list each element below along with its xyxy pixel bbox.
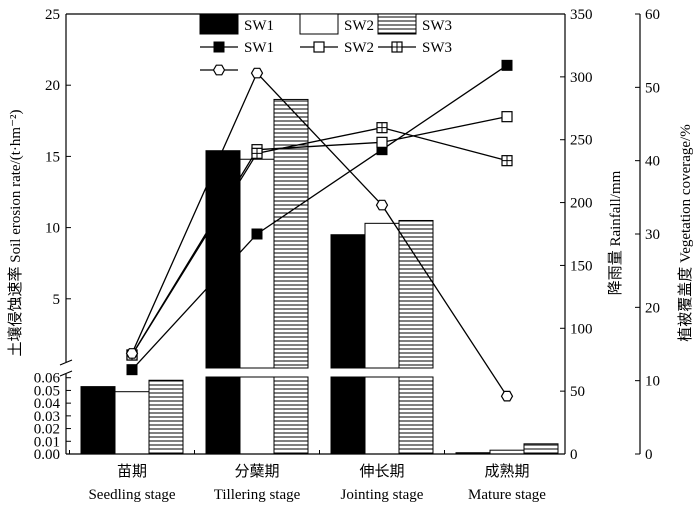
category-label-en-1: Tillering stage bbox=[214, 487, 301, 503]
coverage-tick-label-3: 30 bbox=[645, 227, 660, 243]
bar-sw3-2-lower bbox=[398, 376, 434, 455]
left-lower-tick-label-4: 0.04 bbox=[34, 396, 61, 412]
rainfall-tick-label-5: 250 bbox=[570, 133, 593, 149]
bar-sw3-3 bbox=[523, 443, 559, 455]
left-upper-tick-label-2: 15 bbox=[45, 149, 60, 165]
left-upper-tick-label-4: 25 bbox=[45, 7, 60, 23]
left-lower-tick-label-3: 0.03 bbox=[34, 409, 60, 425]
marker-sw3-1-cross bbox=[252, 148, 262, 159]
legend-bar-label-sw1: SW1 bbox=[244, 18, 274, 34]
rainfall-tick-label-4: 200 bbox=[570, 196, 593, 212]
legend-marker-sw3-cross bbox=[392, 42, 402, 52]
bar-sw1-1-upper bbox=[205, 150, 241, 369]
bar-sw1-2-upper bbox=[330, 234, 366, 369]
coverage-tick-label-2: 20 bbox=[645, 300, 660, 316]
marker-rainfall-3 bbox=[500, 390, 514, 402]
legend-line-label-sw1: SW1 bbox=[244, 40, 274, 56]
marker-sw1-1 bbox=[251, 228, 263, 240]
legend: SW1 SW2 SW3 SW1 SW2 SW3 bbox=[199, 13, 452, 76]
marker-sw1-0 bbox=[126, 364, 138, 376]
line-sw1 bbox=[131, 64, 508, 371]
coverage-tick-label-5: 50 bbox=[645, 80, 660, 96]
bar-sw3-0 bbox=[148, 379, 184, 455]
marker-sw3-1 bbox=[251, 147, 263, 159]
rainfall-axis-title: 降雨量 Rainfall/mm bbox=[607, 170, 624, 295]
category-label-zh-0: 苗期 bbox=[117, 463, 147, 480]
rainfall-tick-label-1: 50 bbox=[570, 384, 585, 400]
rainfall-tick-label-2: 100 bbox=[570, 321, 593, 337]
category-label-zh-2: 伸长期 bbox=[359, 463, 404, 480]
left-lower-tick-label-0: 0.00 bbox=[34, 447, 60, 463]
legend-line-label-sw2: SW2 bbox=[344, 40, 374, 56]
bar-sw2-0 bbox=[114, 391, 150, 455]
line-sw3 bbox=[131, 126, 508, 356]
legend-marker-rainfall bbox=[212, 64, 226, 76]
axes-layer: 5 10 15 20 25 0.000.010.020.030.040.050.06 0 50… bbox=[6, 7, 694, 503]
bar-sw3-1-lower bbox=[273, 376, 309, 455]
category-label-en-2: Jointing stage bbox=[341, 487, 424, 503]
marker-sw3-3 bbox=[501, 155, 513, 167]
legend-bar-swatch-sw3 bbox=[377, 13, 417, 35]
rainfall-tick-label-3: 150 bbox=[570, 258, 593, 274]
bar-sw2-1-lower bbox=[239, 376, 275, 455]
coverage-axis-title: 植被覆盖度 Vegetation coverage/% bbox=[677, 124, 694, 341]
left-lower-tick-label-6: 0.06 bbox=[34, 371, 61, 387]
coverage-tick-label-6: 60 bbox=[645, 7, 660, 23]
left-lower-tick-label-1: 0.01 bbox=[34, 434, 60, 450]
coverage-tick-label-1: 10 bbox=[645, 374, 660, 390]
legend-bar-swatch-sw1 bbox=[199, 13, 239, 35]
bar-sw1-0 bbox=[80, 386, 116, 455]
marker-sw2-3 bbox=[501, 111, 513, 123]
category-label-zh-3: 成熟期 bbox=[484, 463, 529, 480]
marker-rainfall-0 bbox=[125, 348, 139, 359]
coverage-tick-label-4: 40 bbox=[645, 154, 660, 170]
line-sw2 bbox=[131, 116, 508, 356]
bars-layer bbox=[80, 98, 559, 455]
marker-sw1-3 bbox=[501, 59, 513, 71]
category-label-en-3: Mature stage bbox=[468, 487, 546, 503]
bar-sw3-1-upper bbox=[273, 98, 309, 369]
bar-sw2-2-lower bbox=[364, 376, 400, 455]
axis-break-mark bbox=[59, 359, 73, 377]
line-rainfall bbox=[131, 71, 508, 397]
rainfall-tick-label-7: 350 bbox=[570, 7, 593, 23]
legend-marker-sw1 bbox=[213, 41, 225, 53]
category-label-en-0: Seedling stage bbox=[88, 487, 175, 503]
marker-sw3-2 bbox=[376, 122, 388, 134]
marker-sw3-3-cross bbox=[502, 155, 512, 166]
left-lower-tick-label-5: 0.05 bbox=[34, 383, 60, 399]
rainfall-tick-label-0: 0 bbox=[570, 447, 578, 463]
marker-sw2-2 bbox=[376, 136, 388, 148]
marker-rainfall-1 bbox=[250, 67, 264, 79]
legend-line-label-sw3: SW3 bbox=[422, 40, 452, 56]
left-upper-tick-label-0: 5 bbox=[53, 292, 61, 308]
left-upper-tick-label-1: 10 bbox=[45, 221, 60, 237]
coverage-tick-label-0: 0 bbox=[645, 447, 653, 463]
legend-marker-sw2 bbox=[313, 41, 325, 53]
left-lower-tick-label-2: 0.02 bbox=[34, 422, 60, 438]
bar-sw2-2-upper bbox=[364, 222, 400, 369]
marker-sw3-2-cross bbox=[377, 122, 387, 133]
left-axis-title: 土壤侵蚀速率 Soil erosion rate/(t·hm⁻²) bbox=[6, 110, 24, 357]
legend-marker-sw3 bbox=[391, 41, 403, 53]
legend-bar-label-sw2: SW2 bbox=[344, 18, 374, 34]
legend-bar-label-sw3: SW3 bbox=[422, 18, 452, 34]
bar-sw1-1-lower bbox=[205, 376, 241, 455]
legend-bar-swatch-sw2 bbox=[299, 13, 339, 35]
bar-sw3-2-upper bbox=[398, 219, 434, 369]
lines-layer bbox=[125, 59, 514, 402]
marker-rainfall-2 bbox=[375, 199, 389, 211]
rainfall-tick-label-6: 300 bbox=[570, 70, 593, 86]
left-upper-tick-label-3: 20 bbox=[45, 78, 60, 94]
bar-sw2-1-upper bbox=[239, 158, 275, 369]
bar-sw1-2-lower bbox=[330, 376, 366, 455]
category-label-zh-1: 分蘖期 bbox=[234, 463, 279, 480]
